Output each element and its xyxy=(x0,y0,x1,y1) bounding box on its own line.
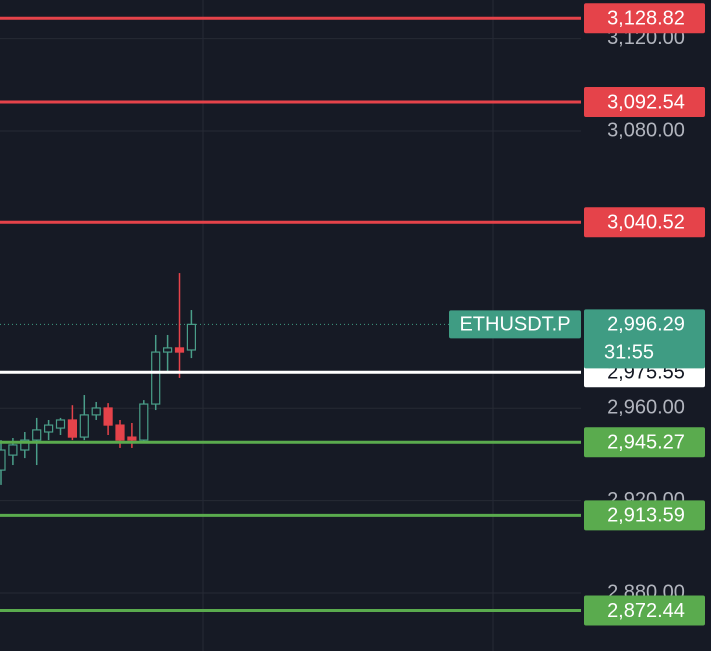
candle-body xyxy=(103,407,113,426)
level-label: 2,872.44 xyxy=(607,600,685,622)
candle-body xyxy=(151,351,161,405)
level-label-box xyxy=(584,3,705,34)
level-label-box xyxy=(584,595,705,626)
level-label: 3,040.52 xyxy=(607,211,685,233)
level-label: 3,092.54 xyxy=(607,91,685,113)
candle-body xyxy=(8,444,18,456)
candle-body xyxy=(174,347,185,353)
candle-body xyxy=(0,449,6,471)
level-label-box xyxy=(584,207,705,238)
candle-body xyxy=(43,424,54,433)
candle-body xyxy=(91,407,101,416)
last-price-box xyxy=(584,309,705,369)
candle-body xyxy=(32,429,42,441)
level-label: 3,128.82 xyxy=(607,7,685,29)
candle-body xyxy=(55,419,66,429)
level-label-box xyxy=(584,500,705,531)
countdown-label: 31:55 xyxy=(604,342,654,364)
candle-body xyxy=(127,436,137,441)
candle-body xyxy=(186,323,196,351)
level-label-box xyxy=(584,87,705,118)
y-tick-label: 2,960.00 xyxy=(607,396,685,418)
candle-body xyxy=(139,403,149,441)
candle-body xyxy=(79,414,89,438)
symbol-label: ETHUSDT.P xyxy=(459,314,570,336)
last-price-label: 2,996.29 xyxy=(607,314,685,336)
candle-body xyxy=(67,419,78,438)
level-label-box xyxy=(584,427,705,458)
candle-body xyxy=(163,347,173,353)
y-tick-label: 3,080.00 xyxy=(607,119,685,141)
symbol-box xyxy=(449,310,581,339)
level-label: 2,945.27 xyxy=(607,432,685,454)
candle-body xyxy=(115,424,125,441)
candle-body xyxy=(20,439,30,451)
level-label: 2,913.59 xyxy=(607,505,685,527)
